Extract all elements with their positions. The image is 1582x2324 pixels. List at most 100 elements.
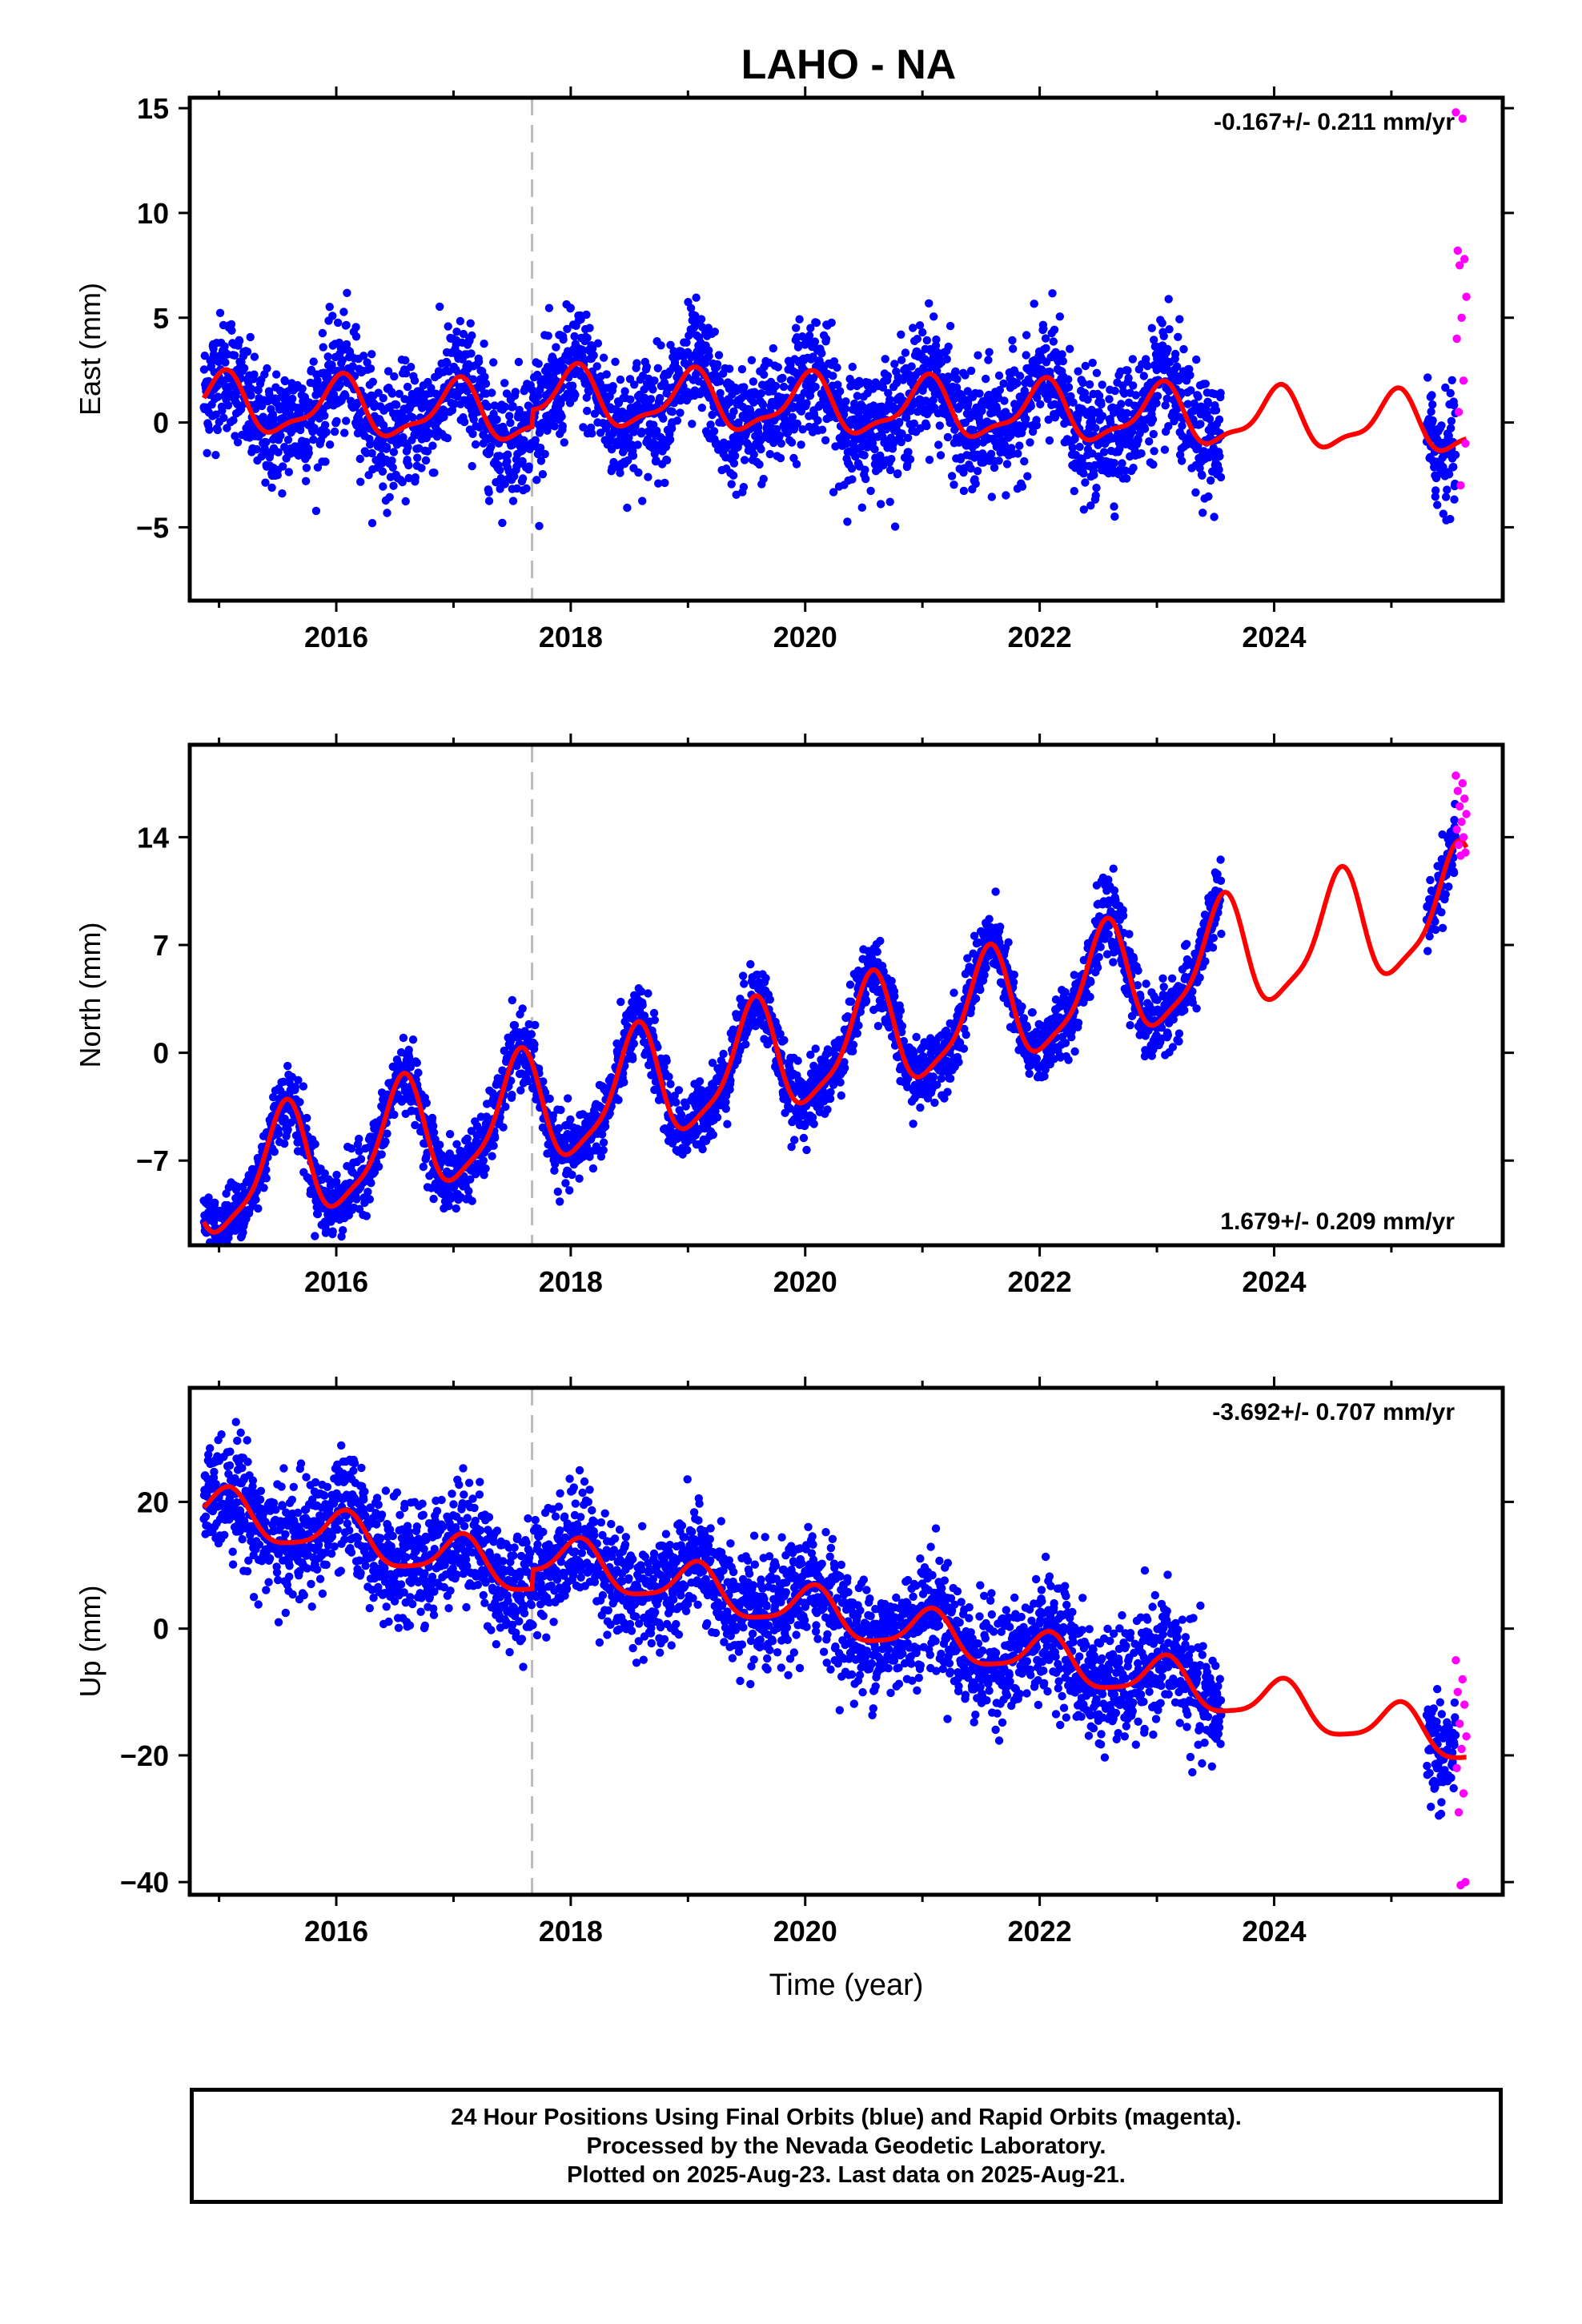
- data-point: [274, 1129, 283, 1138]
- data-point: [833, 380, 842, 389]
- data-point: [339, 1226, 347, 1235]
- data-point: [200, 352, 209, 360]
- data-point: [590, 409, 600, 418]
- data-point: [205, 1260, 213, 1268]
- data-point: [765, 449, 774, 459]
- data-point: [444, 1201, 453, 1211]
- data-point: [925, 299, 934, 308]
- data-point: [217, 1265, 225, 1273]
- data-point: [560, 438, 568, 447]
- data-point: [313, 1209, 323, 1219]
- data-point: [709, 427, 719, 436]
- data-point: [1149, 429, 1158, 439]
- data-point: [934, 440, 943, 449]
- data-point: [385, 493, 394, 501]
- data-point: [759, 370, 769, 379]
- data-point: [508, 402, 517, 411]
- data-point: [990, 463, 999, 472]
- data-point: [500, 379, 509, 388]
- data-point: [729, 471, 738, 480]
- data-point: [985, 348, 994, 356]
- data-point: [632, 359, 641, 368]
- data-point: [531, 1020, 540, 1030]
- data-point: [1447, 376, 1456, 384]
- data-point: [933, 367, 942, 376]
- data-point: [665, 435, 675, 444]
- data-point: [452, 1140, 461, 1149]
- data-point: [235, 336, 244, 345]
- data-point: [342, 320, 351, 330]
- data-point: [795, 315, 804, 324]
- data-point: [414, 1068, 423, 1077]
- data-point: [1134, 436, 1142, 444]
- data-point: [495, 452, 504, 460]
- data-point: [749, 450, 758, 459]
- data-point: [1143, 361, 1152, 371]
- data-point: [599, 1138, 608, 1147]
- data-point: [251, 1195, 260, 1204]
- data-point: [534, 360, 543, 368]
- data-point: [390, 372, 399, 381]
- data-point: [527, 1030, 536, 1039]
- data-point: [1194, 441, 1203, 451]
- data-point: [390, 1110, 399, 1120]
- data-point: [1080, 388, 1090, 398]
- data-point: [310, 424, 319, 432]
- data-point: [1091, 491, 1100, 500]
- data-point: [511, 388, 520, 396]
- data-point: [1210, 513, 1219, 521]
- data-point: [557, 412, 566, 421]
- data-point: [1160, 445, 1170, 454]
- data-point: [901, 413, 911, 422]
- data-point: [995, 385, 1005, 395]
- data-point: [203, 1280, 211, 1288]
- data-point: [1110, 386, 1119, 396]
- data-point: [890, 522, 900, 531]
- data-point: [677, 1111, 686, 1120]
- data-point: [481, 1164, 490, 1173]
- data-point: [323, 1188, 331, 1196]
- data-point: [480, 1171, 488, 1180]
- data-point: [628, 451, 638, 460]
- data-point: [356, 477, 365, 486]
- rapid-point: [1454, 408, 1464, 416]
- data-point: [740, 456, 749, 464]
- data-point: [666, 1080, 675, 1088]
- data-point: [323, 352, 332, 361]
- x-tick-label: 2016: [304, 621, 368, 653]
- data-point: [929, 396, 938, 404]
- data-point: [682, 338, 691, 347]
- data-point: [630, 380, 639, 389]
- data-point: [883, 372, 893, 380]
- data-point: [341, 392, 350, 400]
- data-point: [203, 1249, 211, 1257]
- data-point: [887, 455, 896, 464]
- data-point: [474, 357, 484, 366]
- data-point: [1041, 334, 1050, 343]
- data-point: [558, 421, 567, 431]
- data-point: [211, 1198, 219, 1208]
- data-point: [1145, 437, 1154, 446]
- data-point: [283, 436, 293, 444]
- data-point: [648, 385, 657, 394]
- data-point: [1014, 449, 1022, 458]
- data-point: [383, 367, 393, 376]
- data-point: [515, 405, 524, 415]
- data-point: [972, 437, 982, 446]
- data-point: [239, 1228, 247, 1237]
- data-point: [401, 497, 410, 506]
- x-tick-label: 2018: [539, 621, 603, 653]
- data-point: [1186, 386, 1195, 395]
- data-point: [422, 1099, 431, 1108]
- plot-area: [199, 98, 1471, 601]
- data-point: [231, 432, 239, 440]
- data-point: [298, 384, 307, 393]
- data-point: [539, 1077, 548, 1086]
- data-point: [719, 1049, 728, 1059]
- data-point: [616, 997, 625, 1007]
- data-point: [812, 318, 821, 328]
- data-point: [570, 332, 579, 341]
- data-point: [445, 1130, 455, 1139]
